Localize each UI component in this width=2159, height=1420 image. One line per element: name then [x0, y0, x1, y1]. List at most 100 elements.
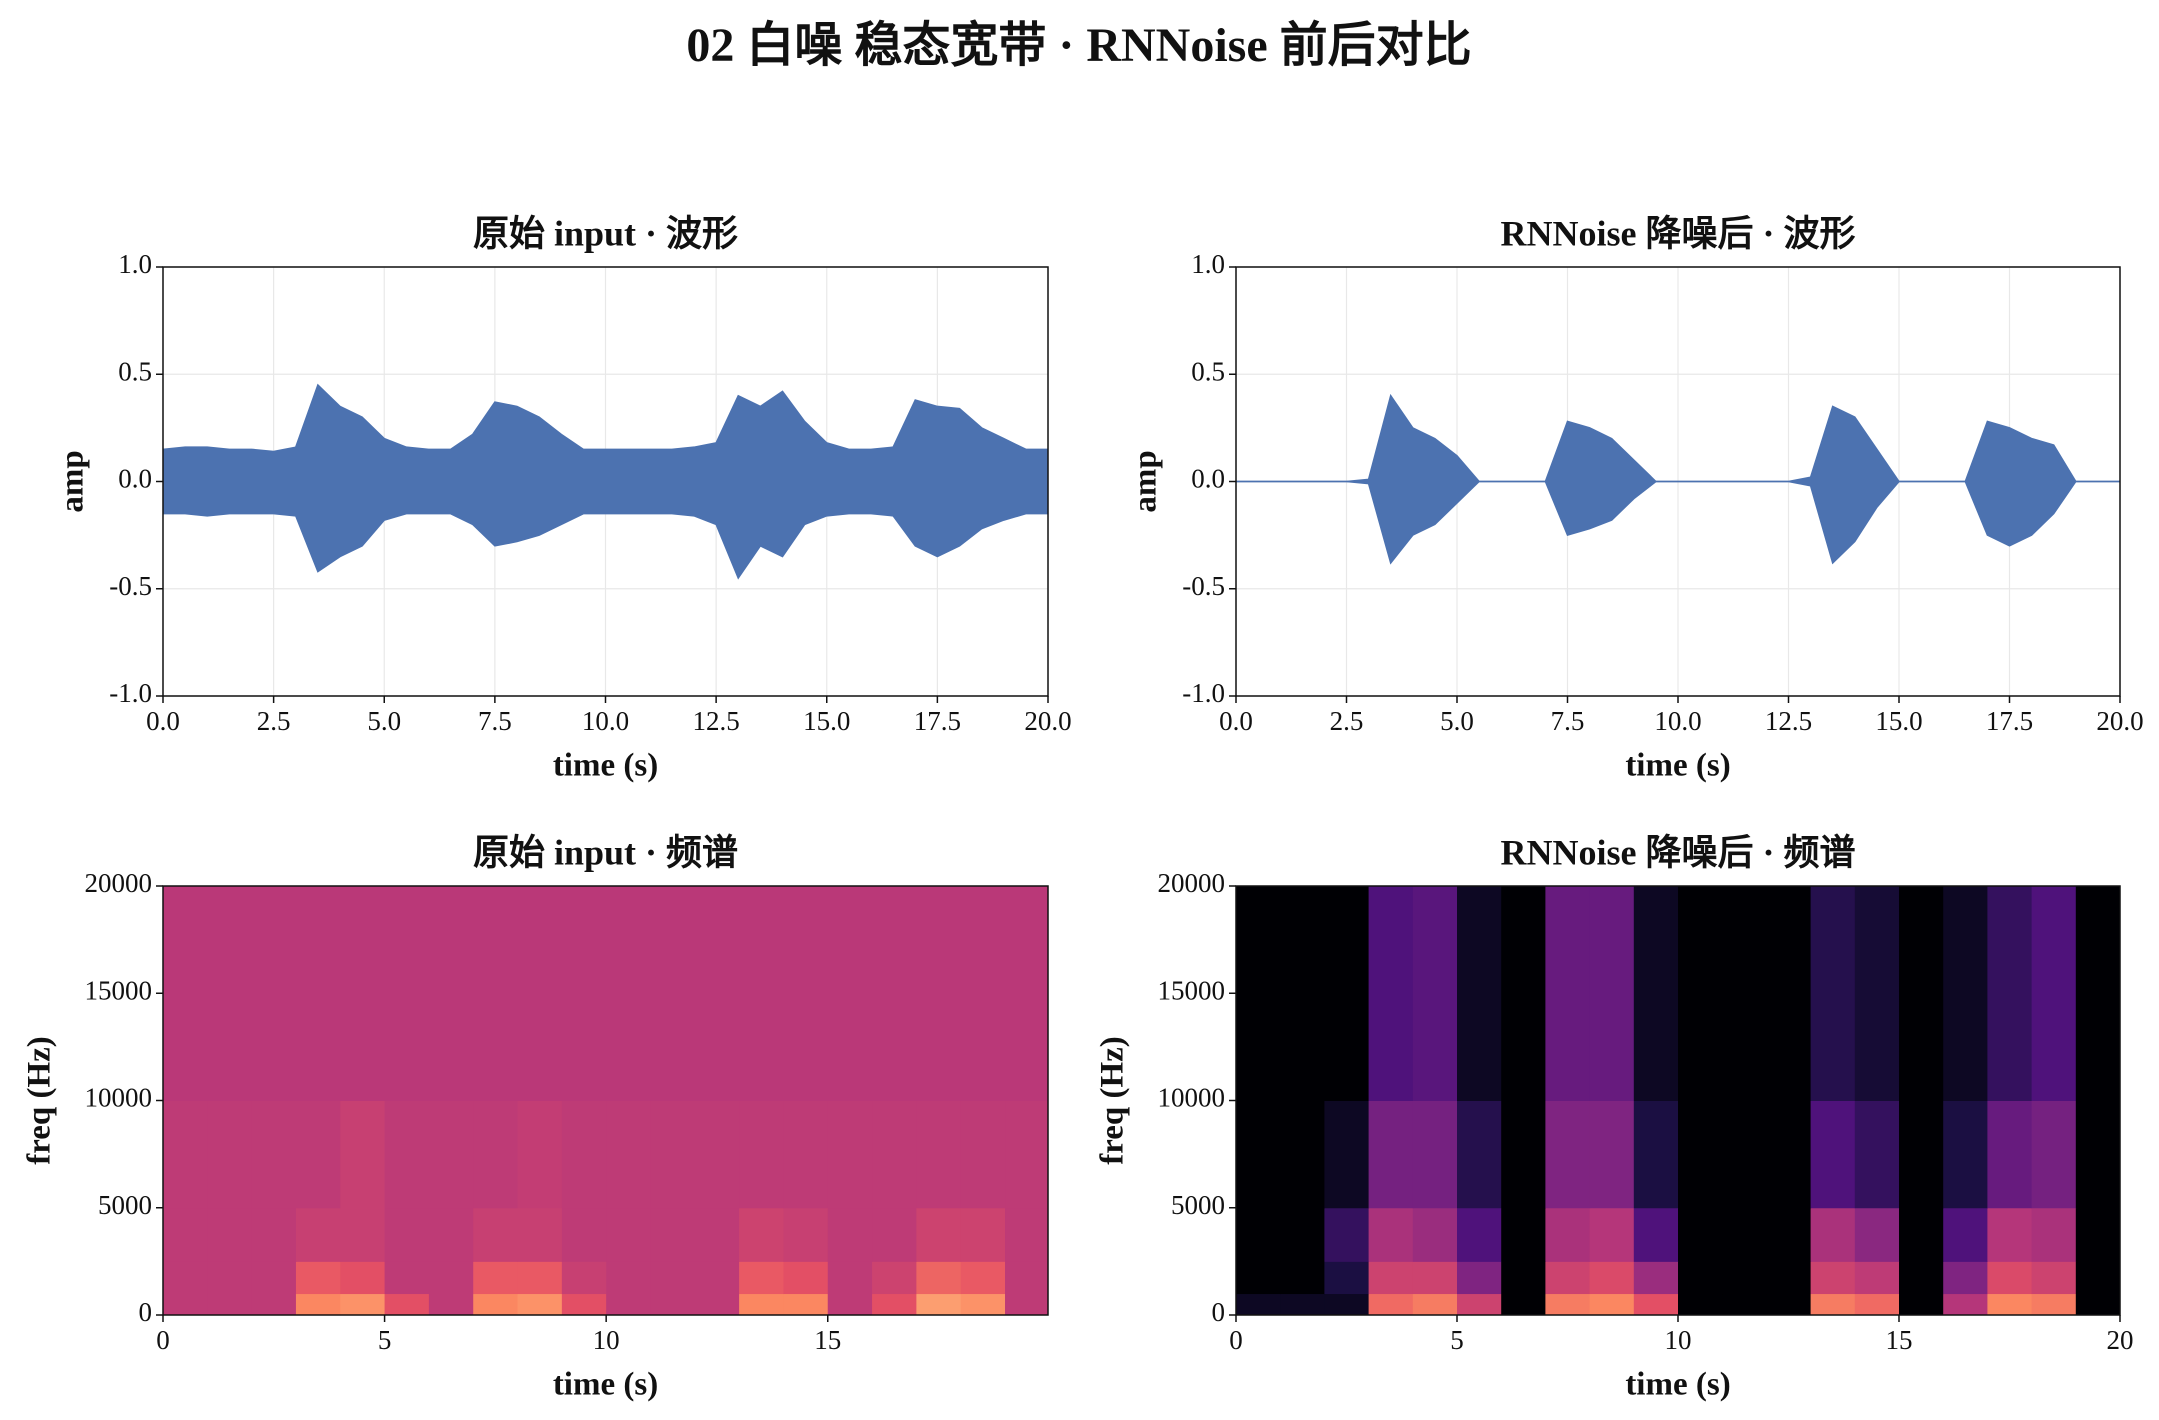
spectrogram-cell [340, 1293, 386, 1315]
spectrogram-cell [1722, 886, 1767, 1101]
x-tick-label: 15.0 [1875, 706, 1922, 736]
spectrogram-cell [1368, 1293, 1414, 1315]
subplot: 0 5 10 15 0 5000 10000 15000 20000 原始 input · 频谱 t… [22, 832, 1049, 1403]
spectrogram-cell [960, 886, 1006, 1101]
spectrogram-cell [916, 1261, 962, 1295]
spectrogram-cell [1324, 1293, 1370, 1315]
spectrogram-cell [340, 1261, 386, 1295]
spectrogram-cell [1236, 1100, 1281, 1209]
x-tick-label: 10 [593, 1325, 620, 1355]
subplot: 0.0 2.5 5.0 7.5 10.0 12.5 15.0 17.5 20.0 -1.0 -0.5… [55, 213, 1072, 783]
x-tick-label: 20.0 [2096, 706, 2143, 736]
spectrogram-cell [384, 886, 430, 1101]
spectrogram-cell [517, 1261, 563, 1295]
subplot-title: 原始 input · 频谱 [473, 832, 738, 872]
spectrogram-cell [1324, 1207, 1370, 1262]
spectrogram-cell [2075, 1207, 2120, 1262]
x-tick-label: 5 [378, 1325, 392, 1355]
spectrogram-cell [1766, 1293, 1812, 1315]
plot-area [163, 383, 1048, 580]
y-axis-label: amp [55, 450, 91, 512]
spectrogram-cell [827, 1100, 873, 1209]
x-axis-label: time (s) [553, 1367, 658, 1403]
spectrogram-cell [606, 1100, 651, 1209]
spectrogram-cell [606, 1293, 651, 1315]
spectrogram-cell [428, 1100, 474, 1209]
spectrogram-cell [251, 1207, 297, 1262]
subplot-title: RNNoise 降噪后 · 波形 [1501, 213, 1856, 253]
spectrogram-cell [163, 1261, 208, 1295]
spectrogram-cell [473, 1207, 519, 1262]
spectrogram-cell [1412, 1100, 1458, 1209]
spectrogram-cell [295, 886, 341, 1101]
spectrogram-cell [1987, 886, 2033, 1101]
spectrogram-cell [207, 1100, 253, 1209]
spectrogram-cell [2031, 886, 2077, 1101]
spectrogram-cell [2075, 1100, 2120, 1209]
spectrogram-cell [1545, 886, 1591, 1101]
spectrogram-cell [1280, 1293, 1325, 1315]
spectrogram-cell [872, 886, 917, 1101]
spectrogram-cell [1633, 1261, 1679, 1295]
spectrogram-cell [2031, 1207, 2077, 1262]
subplot: 0 5 10 15 20 0 5000 10000 15000 20000 RNNoise 降噪后 … [1095, 832, 2134, 1402]
spectrogram-cell [960, 1207, 1006, 1262]
spectrogram-cell [1633, 886, 1679, 1101]
spectrogram-cell [1457, 1261, 1502, 1295]
y-tick-label: -1.0 [109, 678, 152, 708]
spectrogram-cell [163, 1293, 208, 1315]
spectrogram-cell [1412, 1207, 1458, 1262]
spectrogram-cell [251, 1261, 297, 1295]
waveform-envelope [1236, 480, 2120, 565]
spectrogram-cell [827, 886, 873, 1101]
spectrogram-cell [1589, 1293, 1635, 1315]
spectrogram-cell [916, 1207, 962, 1262]
spectrogram-cell [1899, 1261, 1944, 1295]
spectrogram-cell [783, 1100, 829, 1209]
spectrogram-cell [163, 1207, 208, 1262]
spectrogram-cell [473, 1293, 519, 1315]
x-tick-label: 10.0 [1654, 706, 1701, 736]
spectrogram-cell [1368, 886, 1414, 1101]
spectrogram-cell [1545, 1261, 1591, 1295]
spectrogram-cell [1005, 886, 1048, 1101]
spectrogram-cell [207, 1293, 253, 1315]
spectrogram-cell [1810, 886, 1856, 1101]
spectrogram-cell [163, 1100, 208, 1209]
spectrogram-cell [384, 1100, 430, 1209]
spectrogram-cell [606, 1207, 651, 1262]
spectrogram-cell [1899, 1100, 1944, 1209]
y-tick-label: 0.5 [118, 356, 152, 386]
spectrogram-cell [827, 1261, 873, 1295]
spectrogram-cell [295, 1293, 341, 1315]
spectrogram-cell [1678, 1207, 1723, 1262]
spectrogram-cell [428, 1207, 474, 1262]
spectrogram-cell [916, 886, 962, 1101]
spectrogram-cell [960, 1261, 1006, 1295]
x-axis-label: time (s) [1625, 1367, 1730, 1403]
x-tick-label: 12.5 [693, 706, 740, 736]
spectrogram-cell [960, 1100, 1006, 1209]
spectrogram-cell [1412, 886, 1458, 1101]
y-tick-label: 20000 [1158, 868, 1226, 898]
y-tick-label: 10000 [85, 1083, 153, 1113]
spectrogram-cell [1368, 1261, 1414, 1295]
spectrogram-cell [694, 886, 740, 1101]
spectrogram-cell [1457, 1293, 1502, 1315]
x-tick-label: 20 [2107, 1325, 2134, 1355]
x-tick-label: 15 [1886, 1325, 1913, 1355]
spectrogram-cell [295, 1207, 341, 1262]
spectrogram-cell [1766, 1100, 1812, 1209]
spectrogram-cell [1280, 1261, 1325, 1295]
y-tick-label: 15000 [85, 975, 153, 1005]
spectrogram-cell [1280, 886, 1325, 1101]
spectrogram-cell [1501, 1100, 1546, 1209]
x-tick-label: 5.0 [1440, 706, 1474, 736]
spectrogram-cell [1236, 1261, 1281, 1295]
spectrogram-cell [1987, 1207, 2033, 1262]
spectrogram-cell [1810, 1261, 1856, 1295]
y-tick-label: 5000 [98, 1190, 152, 1220]
x-tick-label: 7.5 [478, 706, 512, 736]
spectrogram-cell [1766, 1207, 1812, 1262]
